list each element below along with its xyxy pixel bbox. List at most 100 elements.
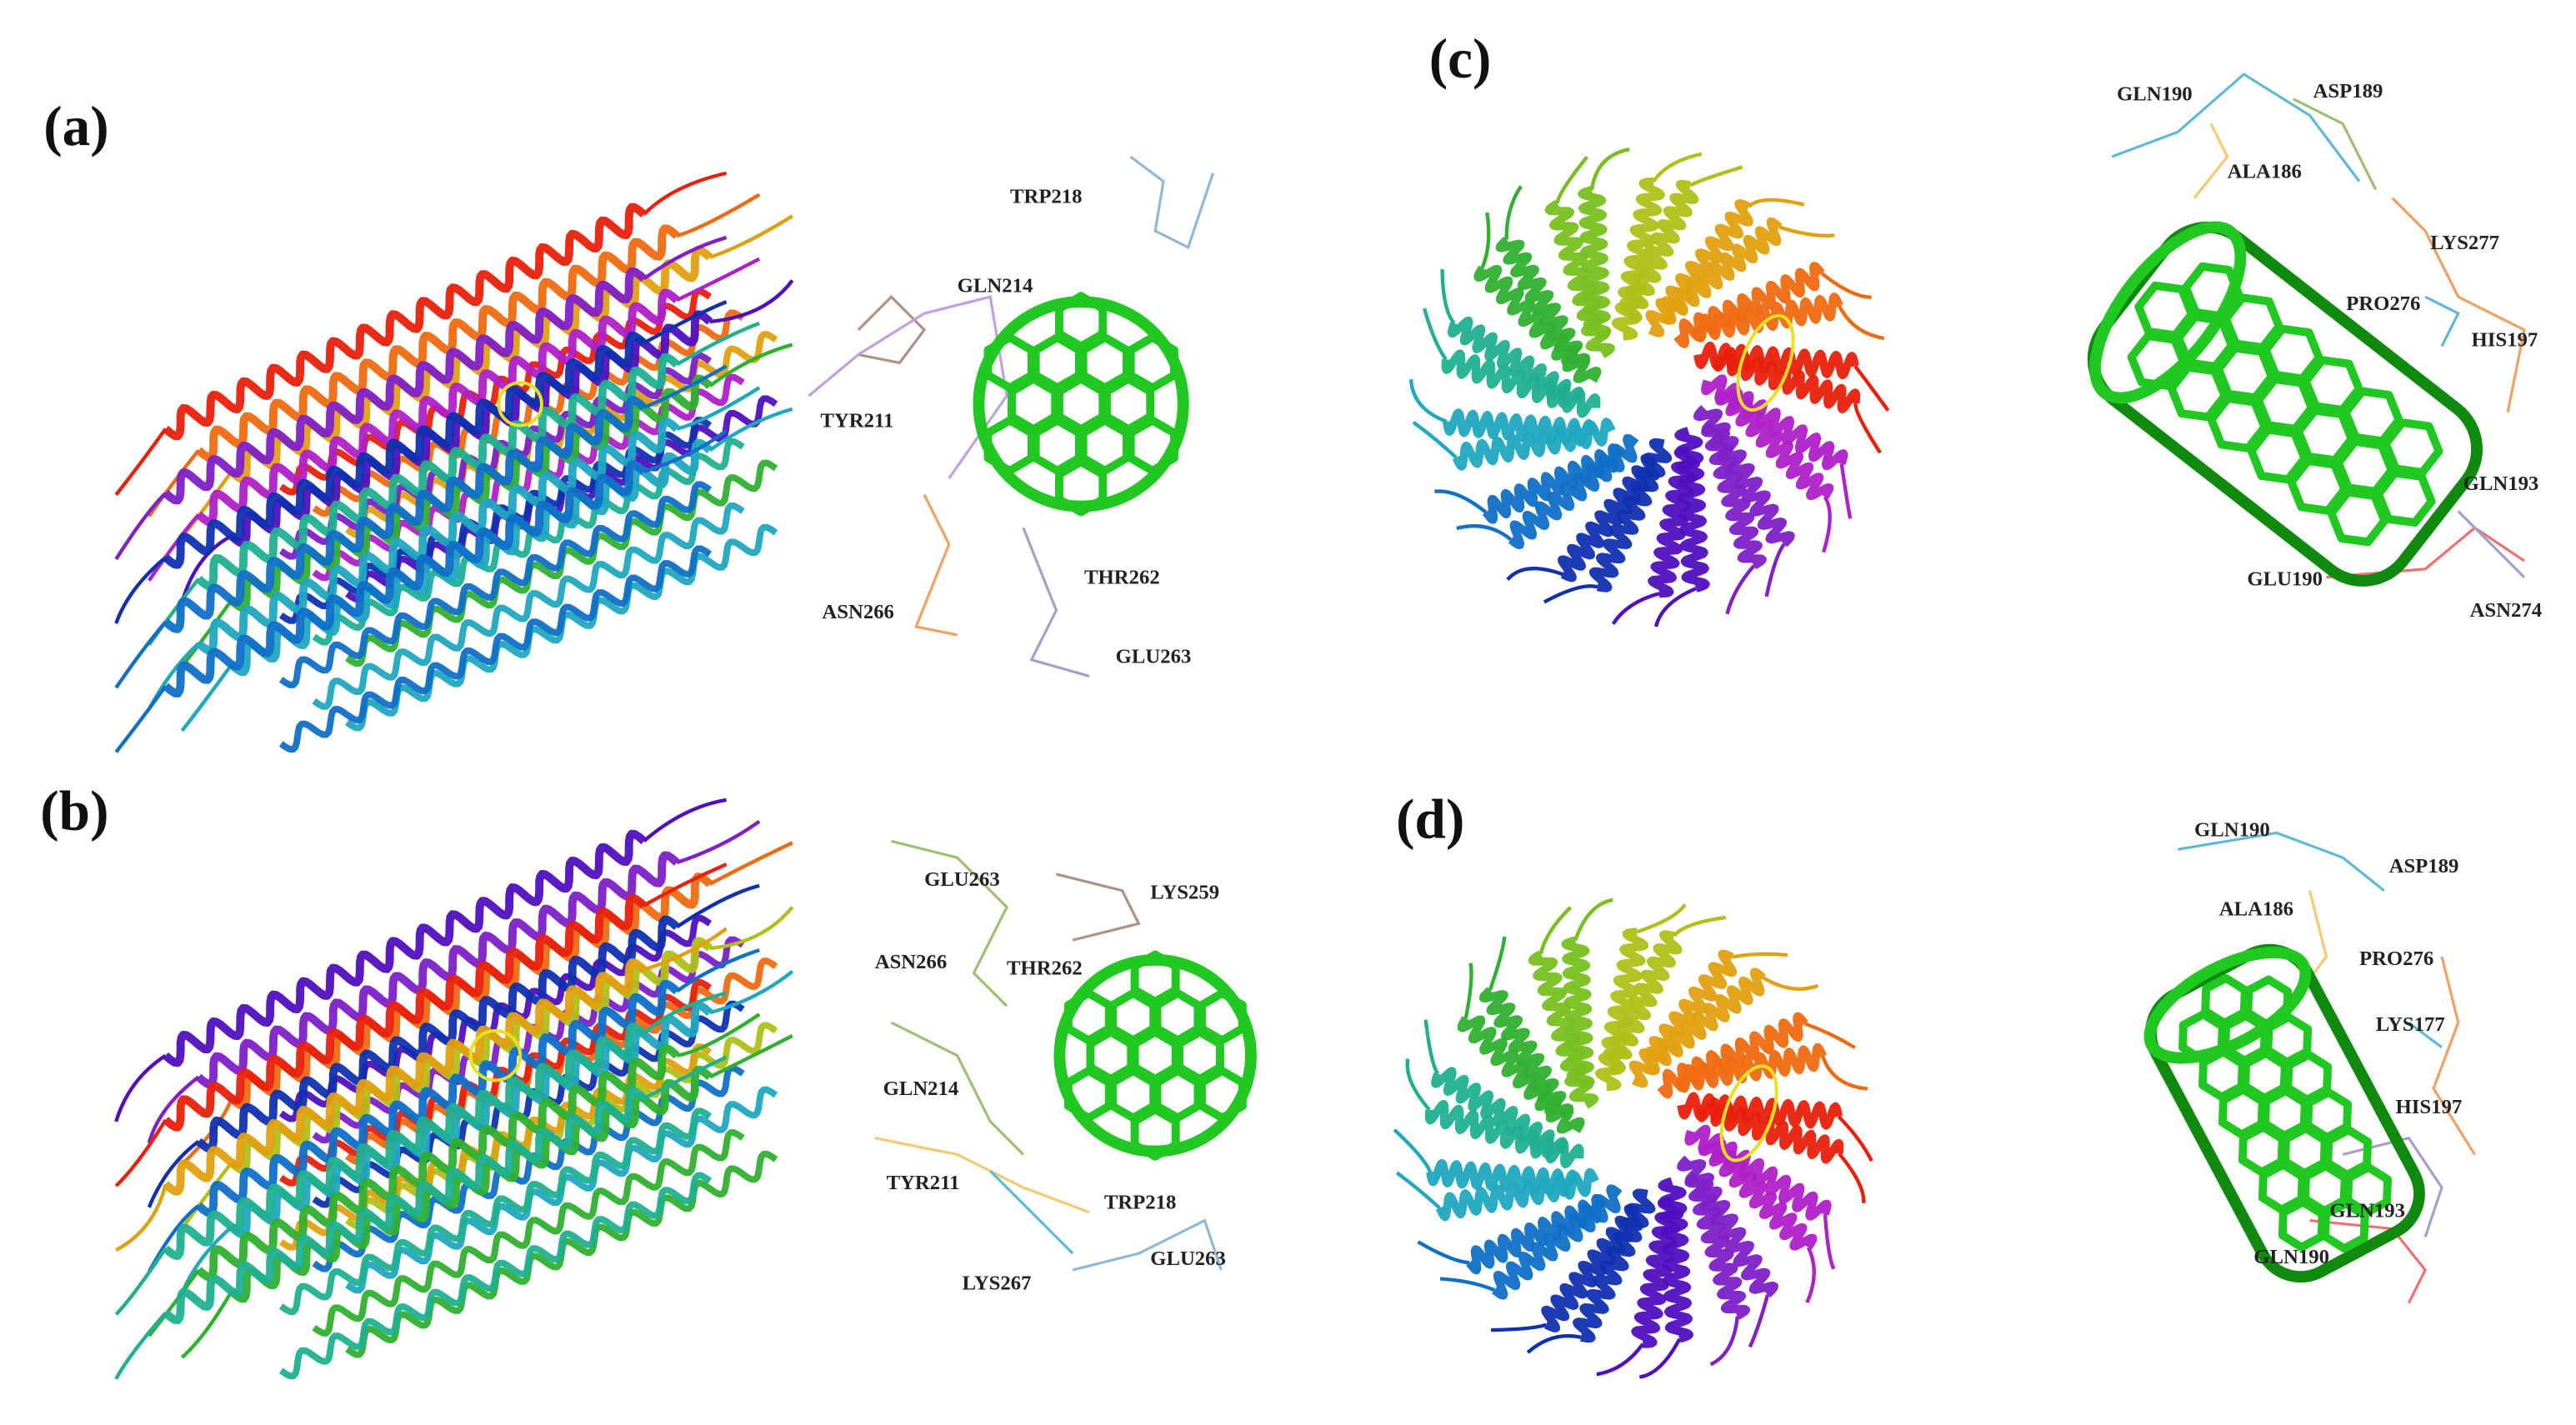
fullerene-ring — [1126, 416, 1178, 475]
alpha-helix — [1628, 949, 1738, 1088]
residue-stick — [1056, 872, 1141, 942]
alpha-helix — [1495, 236, 1590, 369]
residue-label: ALA186 — [2219, 898, 2293, 920]
residue-label: LYS177 — [2376, 1013, 2445, 1036]
loop-coil — [114, 685, 168, 753]
loop-coil — [114, 620, 168, 689]
nanotube-ring — [2214, 343, 2276, 402]
panel-label-b: (b) — [40, 780, 108, 842]
residue-label: ASN266 — [875, 951, 948, 973]
loop-coil — [708, 342, 793, 388]
loop-coil — [1393, 1128, 1433, 1173]
residue-label: HIS197 — [2396, 1096, 2463, 1118]
loop-coil — [676, 321, 760, 367]
alpha-helix — [1658, 1177, 1693, 1343]
alpha-helix — [196, 851, 680, 1089]
alpha-helix — [163, 396, 647, 633]
residue-stick — [891, 839, 1008, 1008]
alpha-helix — [163, 893, 647, 1132]
loop-coil — [114, 492, 168, 561]
residue-label: LYS267 — [963, 1272, 1032, 1295]
alpha-helix — [163, 332, 647, 569]
alpha-helix — [196, 352, 680, 591]
loop-coil — [181, 1290, 233, 1359]
loop-coil — [1504, 185, 1523, 240]
alpha-helix — [163, 460, 647, 698]
alpha-helix — [1595, 928, 1649, 1092]
nanotube-ring — [2381, 418, 2443, 477]
loop-coil — [643, 300, 728, 345]
loop-coil — [1488, 936, 1507, 991]
loop-coil — [1804, 1022, 1856, 1050]
alpha-helix — [1692, 292, 1843, 342]
alpha-helix — [1645, 199, 1753, 338]
residue-stick — [2193, 122, 2229, 199]
ligand-mesh — [497, 381, 543, 428]
alpha-helix — [278, 1172, 713, 1380]
alpha-helix — [1657, 1012, 1808, 1099]
fullerene-ring — [1126, 332, 1178, 392]
loop-coil — [1838, 305, 1885, 341]
nanotube-ring — [2294, 406, 2356, 465]
loop-coil — [115, 1183, 168, 1252]
loop-coil — [676, 257, 761, 302]
alpha-helix — [1426, 1158, 1579, 1198]
alpha-helix — [1611, 177, 1665, 341]
alpha-helix — [1544, 199, 1615, 358]
loop-coil — [1822, 496, 1832, 553]
loop-coil — [643, 798, 727, 843]
nanotube-ring — [2341, 387, 2403, 446]
loop-coil — [147, 1075, 200, 1144]
alpha-helix — [1573, 1188, 1656, 1343]
loop-coil — [1423, 1019, 1439, 1075]
alpha-helix — [1675, 1042, 1827, 1093]
loop-coil — [1652, 152, 1703, 183]
residue-label: GLN193 — [2463, 472, 2539, 495]
residue-stick — [2342, 1136, 2443, 1238]
carbon-nanotube — [2087, 221, 2483, 587]
loop-coil — [1821, 1055, 1868, 1091]
alpha-helix — [1473, 265, 1602, 383]
loop-coil — [1820, 272, 1872, 299]
alpha-helix — [1619, 179, 1699, 322]
alpha-helix — [163, 267, 647, 505]
loop-coil — [1747, 198, 1805, 208]
loop-coil — [1853, 365, 1890, 412]
nanotube-ring — [2374, 468, 2436, 528]
residue-label: TYR211 — [820, 410, 893, 432]
loop-coil — [1417, 1240, 1470, 1265]
residue-stick — [1129, 155, 1214, 250]
residue-stick — [2178, 831, 2385, 892]
panel-label-d: (d) — [1396, 788, 1464, 850]
alpha-helix — [1588, 438, 1673, 592]
loop-coil — [114, 556, 168, 624]
residue-stick — [914, 494, 958, 637]
loop-coil — [148, 513, 200, 582]
alpha-helix — [1558, 453, 1660, 582]
loop-coil — [1412, 421, 1458, 459]
alpha-helix — [278, 545, 713, 753]
nanotube-ring — [2261, 324, 2323, 383]
ligand-mesh — [1736, 313, 1795, 412]
loop-coil — [1573, 898, 1613, 942]
residue-label: GLU263 — [1150, 1248, 1226, 1270]
alpha-helix — [1447, 316, 1584, 408]
alpha-helix — [278, 1108, 713, 1315]
alpha-helix — [163, 1022, 647, 1260]
residue-stick — [857, 295, 927, 365]
alpha-helix — [1443, 408, 1596, 447]
alpha-helix — [1673, 262, 1825, 348]
residue-label: LYS277 — [2430, 232, 2499, 254]
alpha-helix — [1478, 987, 1574, 1119]
residue-stick — [2309, 1219, 2428, 1304]
loop-coil — [1689, 165, 1743, 188]
fullerene-outline — [973, 296, 1189, 512]
loop-coil — [1555, 155, 1589, 204]
residue-label: GLU190 — [2247, 568, 2323, 591]
ligand-mesh — [468, 1029, 523, 1082]
residue-stick — [808, 295, 1008, 479]
fullerene-outline — [1053, 953, 1257, 1158]
loop-coil — [148, 448, 200, 518]
loop-coil — [1480, 212, 1491, 269]
